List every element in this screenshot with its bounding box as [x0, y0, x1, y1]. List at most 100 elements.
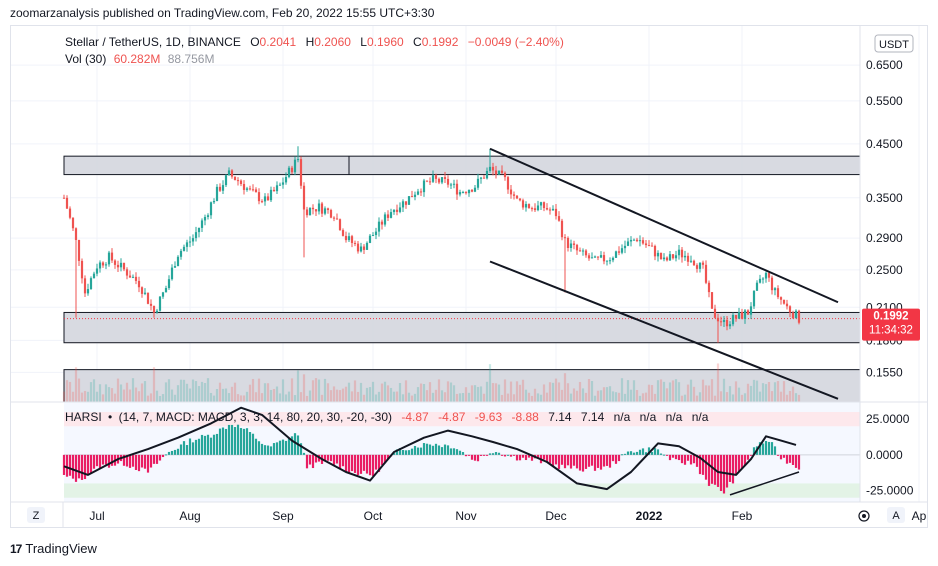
time-tick-label: 2022 [636, 509, 663, 523]
candle-body [293, 159, 297, 173]
volume-bar [65, 380, 69, 402]
volume-bar [338, 390, 342, 402]
volume-bar [623, 393, 627, 402]
candle-body [725, 319, 729, 327]
candle-body [128, 275, 132, 278]
candle-body [755, 282, 759, 291]
volume-bar [182, 379, 186, 402]
settings-gear-icon[interactable] [858, 510, 870, 522]
volume-bar [158, 395, 162, 402]
harsi-histogram-bar [737, 454, 741, 472]
harsi-histogram-bar [620, 454, 624, 456]
candle-body [317, 203, 321, 212]
candle-body [788, 306, 792, 313]
candle-body [110, 252, 114, 261]
candle-body [419, 191, 423, 193]
time-tick-label: Ap [912, 509, 927, 523]
volume-bar [278, 393, 282, 402]
volume-bar [620, 378, 624, 402]
harsi-histogram-bar [518, 454, 522, 461]
harsi-histogram-bar [467, 454, 471, 456]
candle-body [431, 175, 435, 182]
volume-bar [404, 380, 408, 402]
candle-body [515, 195, 519, 199]
harsi-histogram-bar [275, 442, 279, 455]
volume-bar [665, 388, 669, 402]
footer[interactable]: 17 TradingView [10, 541, 97, 556]
volume-bar [251, 378, 255, 402]
candle-body [167, 279, 171, 289]
volume-bar [422, 384, 426, 402]
candle-body [578, 250, 582, 252]
harsi-histogram-bar [122, 454, 126, 466]
harsi-histogram-bar [731, 454, 735, 484]
candle-body [692, 260, 696, 266]
candle-body [314, 209, 318, 212]
harsi-histogram-bar [365, 454, 369, 474]
harsi-histogram-bar [548, 454, 552, 464]
volume-bar [548, 382, 552, 402]
harsi-histogram-bar [272, 443, 276, 455]
harsi-histogram-bar [407, 450, 411, 455]
volume-bar [443, 392, 447, 402]
volume-bar [188, 388, 192, 402]
volume-bar [728, 386, 732, 402]
open-label: O [250, 35, 259, 49]
harsi-histogram-bar [446, 445, 450, 455]
volume-bar [566, 383, 570, 402]
candle-body [665, 257, 669, 261]
candle-body [782, 299, 786, 304]
oscillator-tick-label: 25.0000 [866, 412, 910, 426]
volume-bar [176, 385, 180, 402]
harsi-histogram-bar [563, 454, 567, 469]
volume-bar [692, 386, 696, 402]
candle-body [596, 256, 600, 258]
volume-bar [224, 388, 228, 402]
volume-bar [551, 382, 555, 402]
harsi-histogram-bar [233, 427, 237, 455]
candle-body [170, 267, 174, 280]
close-label: C [413, 35, 422, 49]
volume-bar [380, 383, 384, 402]
harsi-histogram-bar [515, 454, 519, 461]
harsi-histogram-bar [617, 454, 621, 462]
candle-body [410, 196, 414, 198]
volume-bar [611, 391, 615, 402]
candle-body [263, 196, 267, 202]
volume-bar [650, 385, 654, 402]
harsi-histogram-bar [758, 442, 762, 455]
volume-bar [296, 370, 300, 402]
candle-body [461, 192, 465, 194]
harsi-histogram-bar [587, 454, 591, 467]
candle-body [302, 185, 306, 210]
candle-body [575, 244, 579, 251]
volume-bar [305, 395, 309, 402]
currency-button[interactable]: USDT [874, 34, 914, 53]
candle-body [689, 260, 693, 262]
z-button[interactable]: Z [27, 507, 45, 523]
candle-body [746, 310, 750, 315]
harsi-histogram-bar [536, 454, 540, 459]
volume-bar [71, 391, 75, 402]
harsi-histogram-bar [452, 448, 456, 455]
candle-body [299, 159, 303, 186]
volume-bar [593, 395, 597, 402]
oscillator-axis[interactable]: 25.0000 0.0000 -25.0000 [866, 412, 914, 497]
candle-body [605, 260, 609, 262]
a-button[interactable]: A [887, 507, 905, 523]
candle-body [536, 205, 540, 211]
harsi-histogram-bar [152, 454, 156, 464]
harsi-histogram-bar [479, 454, 483, 456]
harsi-histogram-bar [431, 445, 435, 455]
volume-bar [671, 380, 675, 402]
volume-bar [347, 382, 351, 402]
volume-bar [164, 382, 168, 402]
harsi-histogram-bar [176, 448, 180, 455]
svg-text:Stellar / TetherUS, 1D, BINANC: Stellar / TetherUS, 1D, BINANCE O0.2041 … [65, 35, 564, 49]
time-axis[interactable]: Jul Aug Sep Oct Nov Dec 2022 Feb Ap [89, 509, 926, 523]
harsi-histogram-bar [428, 444, 432, 455]
chart-svg[interactable]: 0.65000.55000.45000.35000.29000.25000.21… [11, 26, 927, 527]
volume-label: Vol (30) [65, 52, 106, 66]
harsi-histogram-bar [788, 454, 792, 463]
volume-bar [179, 379, 183, 402]
